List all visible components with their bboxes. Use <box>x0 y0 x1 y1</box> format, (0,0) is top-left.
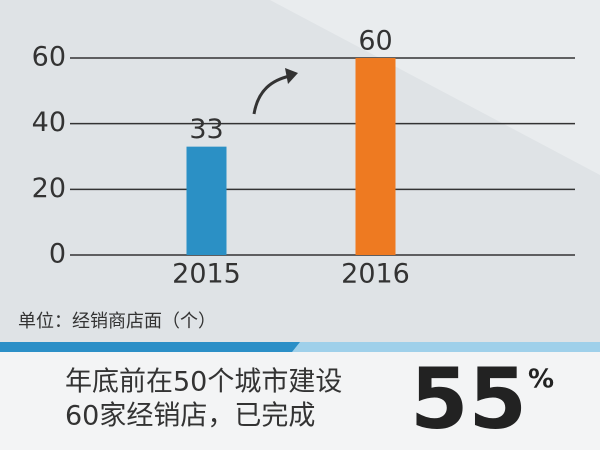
bar <box>186 146 227 255</box>
value-label: 60 <box>358 26 392 57</box>
y-tick-label: 20 <box>32 173 66 204</box>
stripe-accent <box>0 342 300 352</box>
trend-arrow <box>252 74 291 115</box>
x-tick-label: 2015 <box>172 259 241 290</box>
caption-line: 年底前在50个城市建设 <box>65 367 342 398</box>
y-tick-label: 40 <box>32 107 66 138</box>
highlight-number: 55 <box>410 350 527 448</box>
caption-background <box>0 352 600 450</box>
y-tick-label: 0 <box>49 239 66 270</box>
bar <box>355 58 396 255</box>
value-label: 33 <box>189 114 223 145</box>
caption-line: 60家经销店，已完成 <box>65 401 315 432</box>
x-tick-label: 2016 <box>341 259 410 290</box>
unit-note: 单位：经销商店面（个） <box>18 311 216 332</box>
y-tick-label: 60 <box>32 42 66 73</box>
stripe <box>0 342 600 352</box>
background-accent <box>270 0 600 175</box>
trend-arrowhead <box>285 68 298 84</box>
highlight-unit: % <box>528 365 554 395</box>
